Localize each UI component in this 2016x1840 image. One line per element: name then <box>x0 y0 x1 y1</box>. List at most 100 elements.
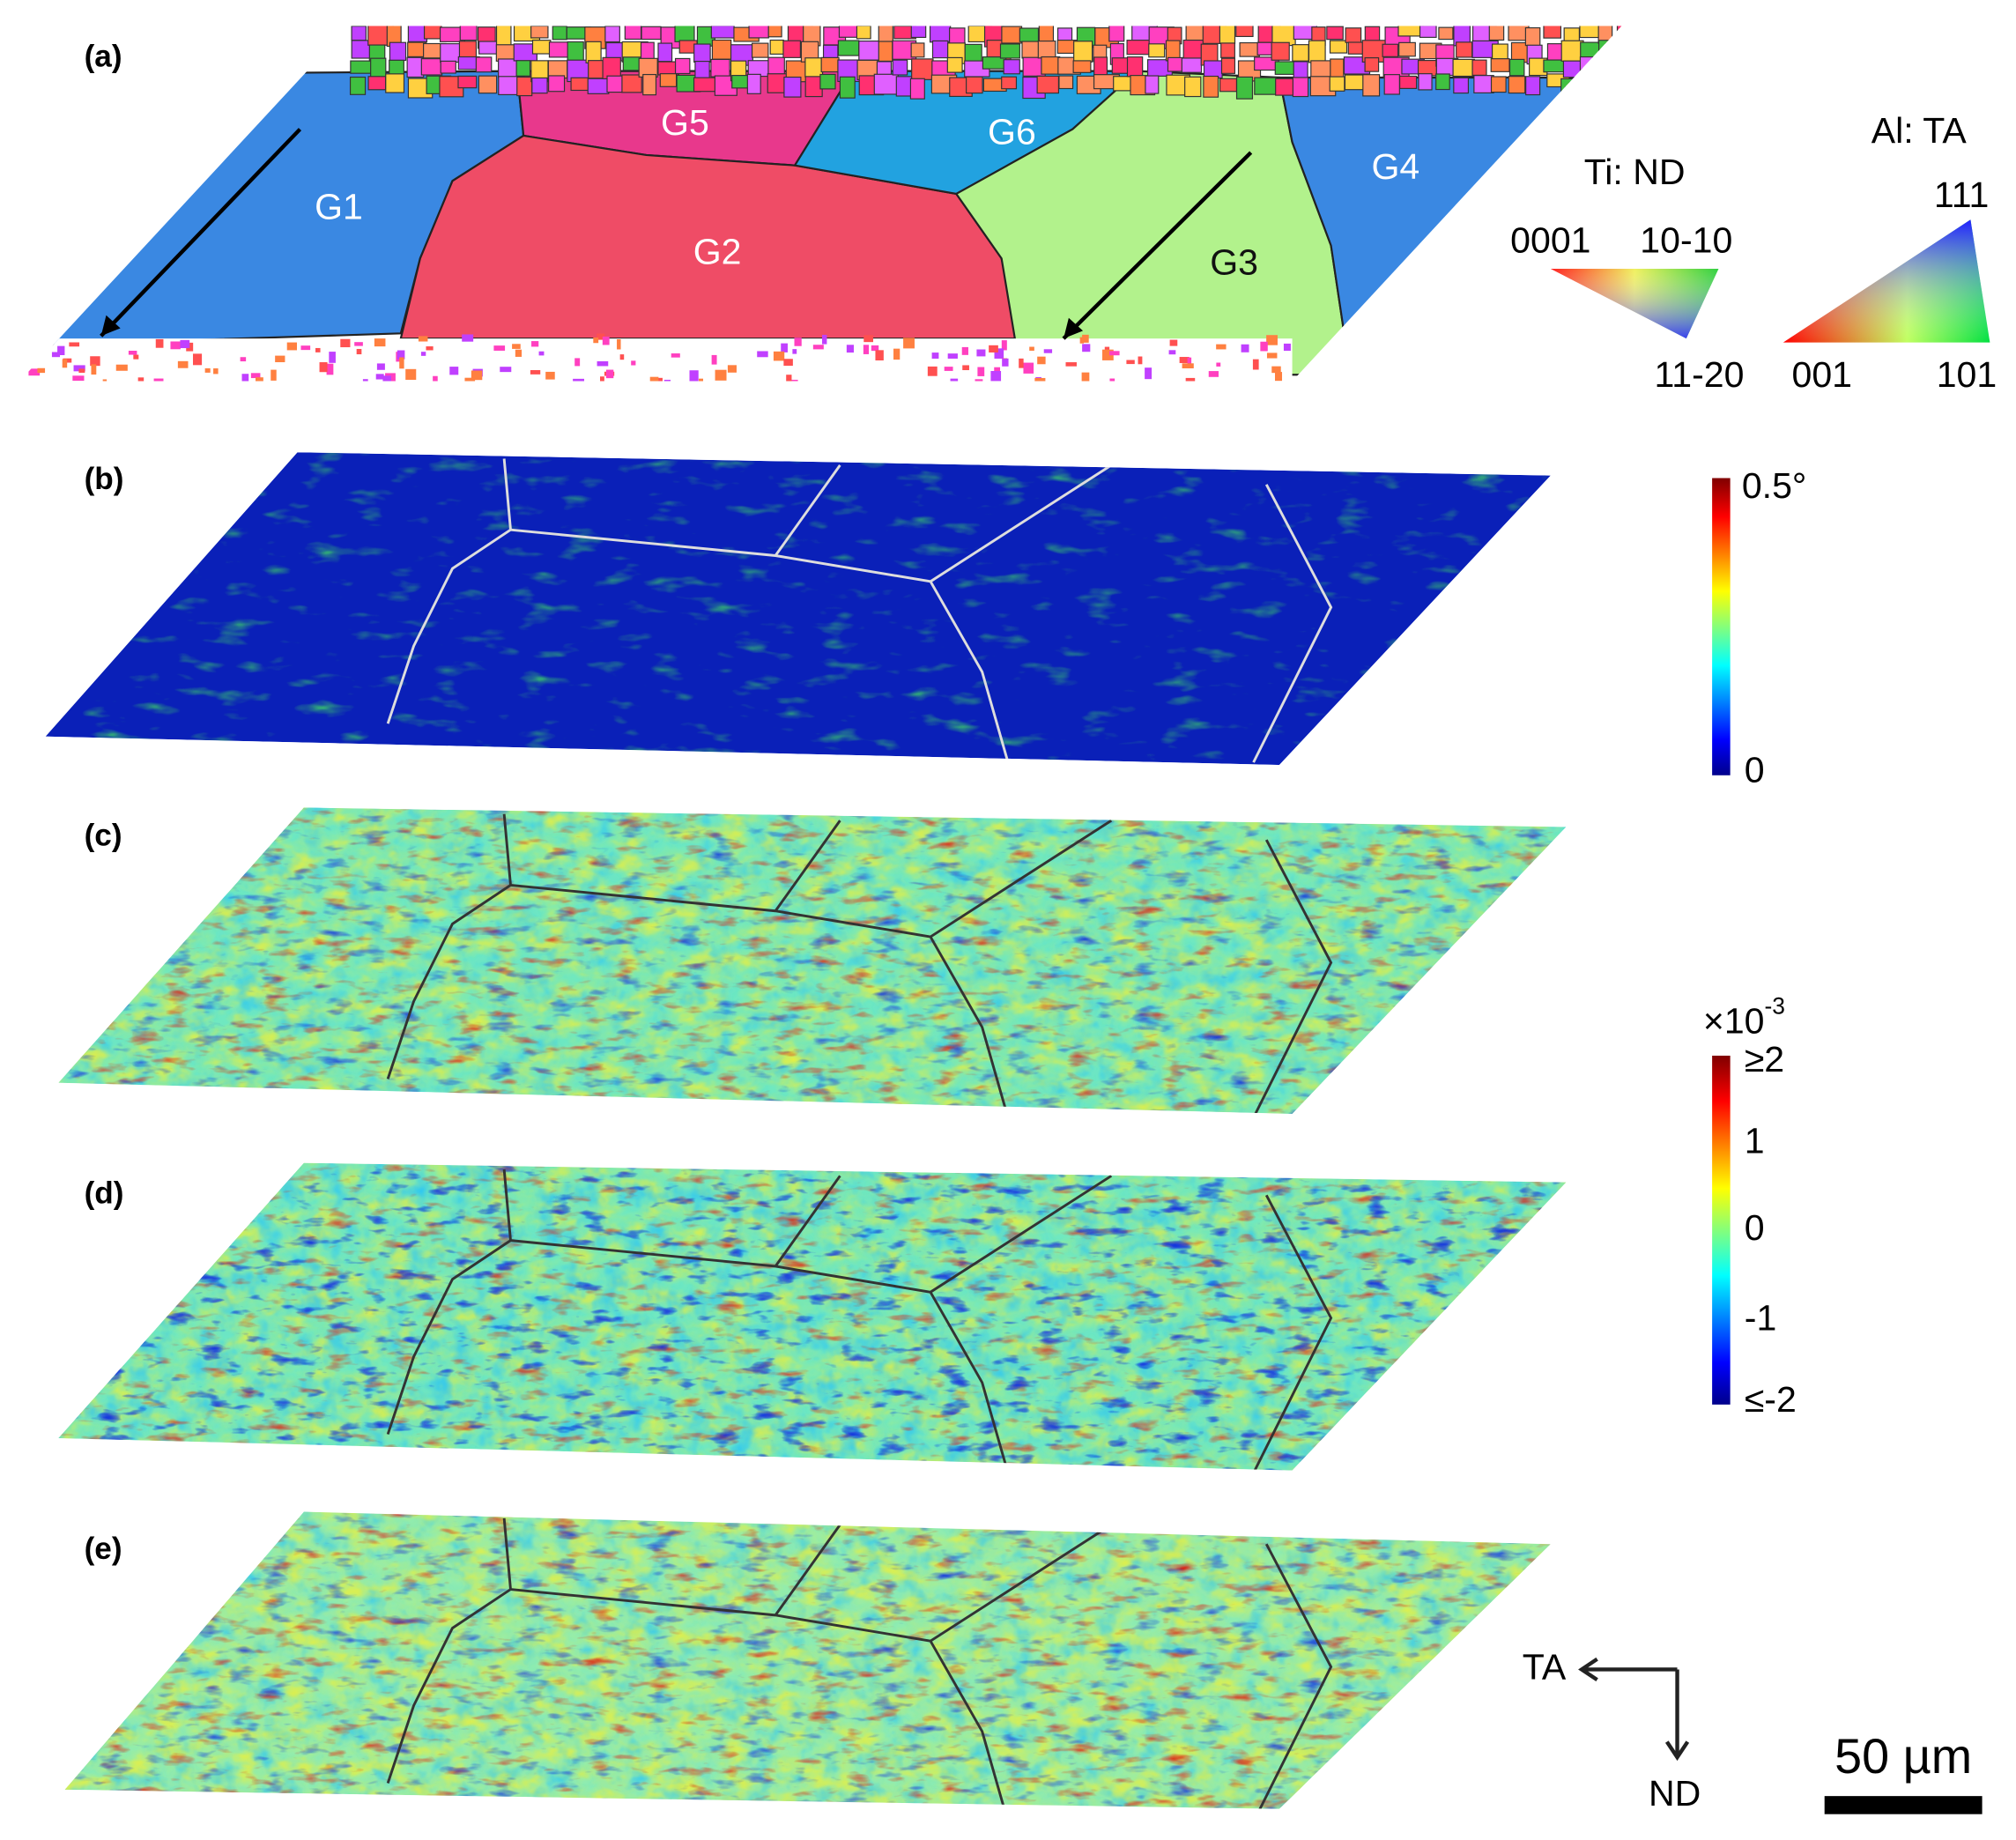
speck <box>989 345 998 352</box>
speck <box>1283 343 1291 352</box>
colorbar-label: 0 <box>1745 750 1765 790</box>
small-grain <box>946 56 963 73</box>
speck <box>362 379 368 382</box>
small-grain <box>1398 41 1416 57</box>
small-grain <box>1219 78 1238 93</box>
speck <box>602 336 610 345</box>
arrow <box>100 128 302 338</box>
small-grain <box>783 76 802 98</box>
colorbar <box>1712 1055 1731 1405</box>
small-grain <box>1093 56 1108 76</box>
speck <box>493 345 506 351</box>
small-grain <box>641 26 662 41</box>
speck <box>781 343 788 352</box>
speck <box>950 378 959 382</box>
small-grain <box>1490 76 1507 93</box>
small-grain <box>748 26 769 39</box>
speck <box>1241 344 1249 352</box>
speck <box>241 374 249 382</box>
small-grain <box>837 40 860 56</box>
small-grain <box>1329 40 1348 54</box>
speck <box>783 359 793 367</box>
speck <box>1109 351 1120 356</box>
speck <box>1138 356 1143 365</box>
small-grain <box>1310 60 1333 79</box>
ipf-triangle-shade <box>1550 268 1719 339</box>
speck <box>657 377 663 382</box>
speck <box>1082 344 1091 352</box>
small-grain <box>1041 56 1061 75</box>
small-grain <box>966 76 983 94</box>
small-grain <box>659 73 678 87</box>
speck <box>356 348 362 355</box>
speck <box>1079 337 1085 344</box>
small-grain <box>385 73 405 93</box>
legend-title: Al: TA <box>1871 110 1968 151</box>
small-grain <box>1274 61 1295 75</box>
small-grain <box>1543 59 1565 73</box>
small-grain <box>856 26 871 40</box>
small-grain <box>642 73 657 96</box>
speck <box>574 358 581 367</box>
grain-boundary <box>930 464 1113 583</box>
speck <box>600 376 604 382</box>
speck <box>186 342 194 352</box>
small-grain <box>1543 26 1562 39</box>
small-grain <box>1220 57 1236 74</box>
ipf-triangle-shade <box>1783 219 1990 343</box>
map-texture <box>58 1162 1567 1471</box>
speck <box>180 339 190 349</box>
speck <box>530 370 541 375</box>
colorbar-label: 1 <box>1745 1121 1765 1161</box>
speck <box>699 378 704 382</box>
speck <box>846 345 854 353</box>
speck <box>977 367 985 376</box>
arrow-head <box>100 315 121 337</box>
small-grain <box>878 41 893 63</box>
small-grain <box>1600 58 1621 78</box>
small-grain <box>999 43 1020 59</box>
speck <box>471 370 483 381</box>
small-grain <box>931 40 949 59</box>
direction-label: TA <box>1523 1646 1567 1687</box>
speck <box>1023 362 1034 374</box>
speck <box>1266 352 1278 359</box>
grain-boundary <box>502 458 1010 763</box>
speck <box>786 375 792 382</box>
speck <box>863 345 870 354</box>
small-grain <box>498 58 519 78</box>
small-grain <box>1203 75 1219 98</box>
speck <box>617 339 621 350</box>
speck <box>375 374 384 380</box>
speck <box>961 346 968 355</box>
small-grain <box>1072 60 1092 73</box>
small-grain <box>674 26 695 42</box>
small-grain <box>1126 56 1144 78</box>
small-grain <box>1579 56 1602 72</box>
speck <box>376 363 385 370</box>
small-grain <box>910 26 927 39</box>
speck <box>137 377 145 382</box>
colorbar-label: 0.5° <box>1742 465 1806 506</box>
small-grain <box>530 26 549 39</box>
small-grain <box>782 40 801 58</box>
small-grain <box>1382 43 1399 57</box>
speck <box>319 362 328 373</box>
speck <box>128 351 137 355</box>
small-grain <box>459 26 478 41</box>
speck <box>354 342 363 346</box>
speck <box>192 353 203 366</box>
small-grain <box>1203 60 1223 79</box>
small-grain <box>367 76 387 91</box>
small-grain <box>475 56 493 73</box>
small-grain <box>1452 58 1476 78</box>
grain-boundary <box>1252 1194 1333 1471</box>
small-grain <box>710 58 730 78</box>
legend-corner: 001 <box>1792 354 1853 395</box>
small-grain <box>1329 76 1345 92</box>
small-grain <box>1145 75 1160 94</box>
speck <box>1271 366 1281 374</box>
speck <box>397 350 405 360</box>
speck <box>875 350 884 361</box>
grain-boundary <box>502 813 1010 1114</box>
